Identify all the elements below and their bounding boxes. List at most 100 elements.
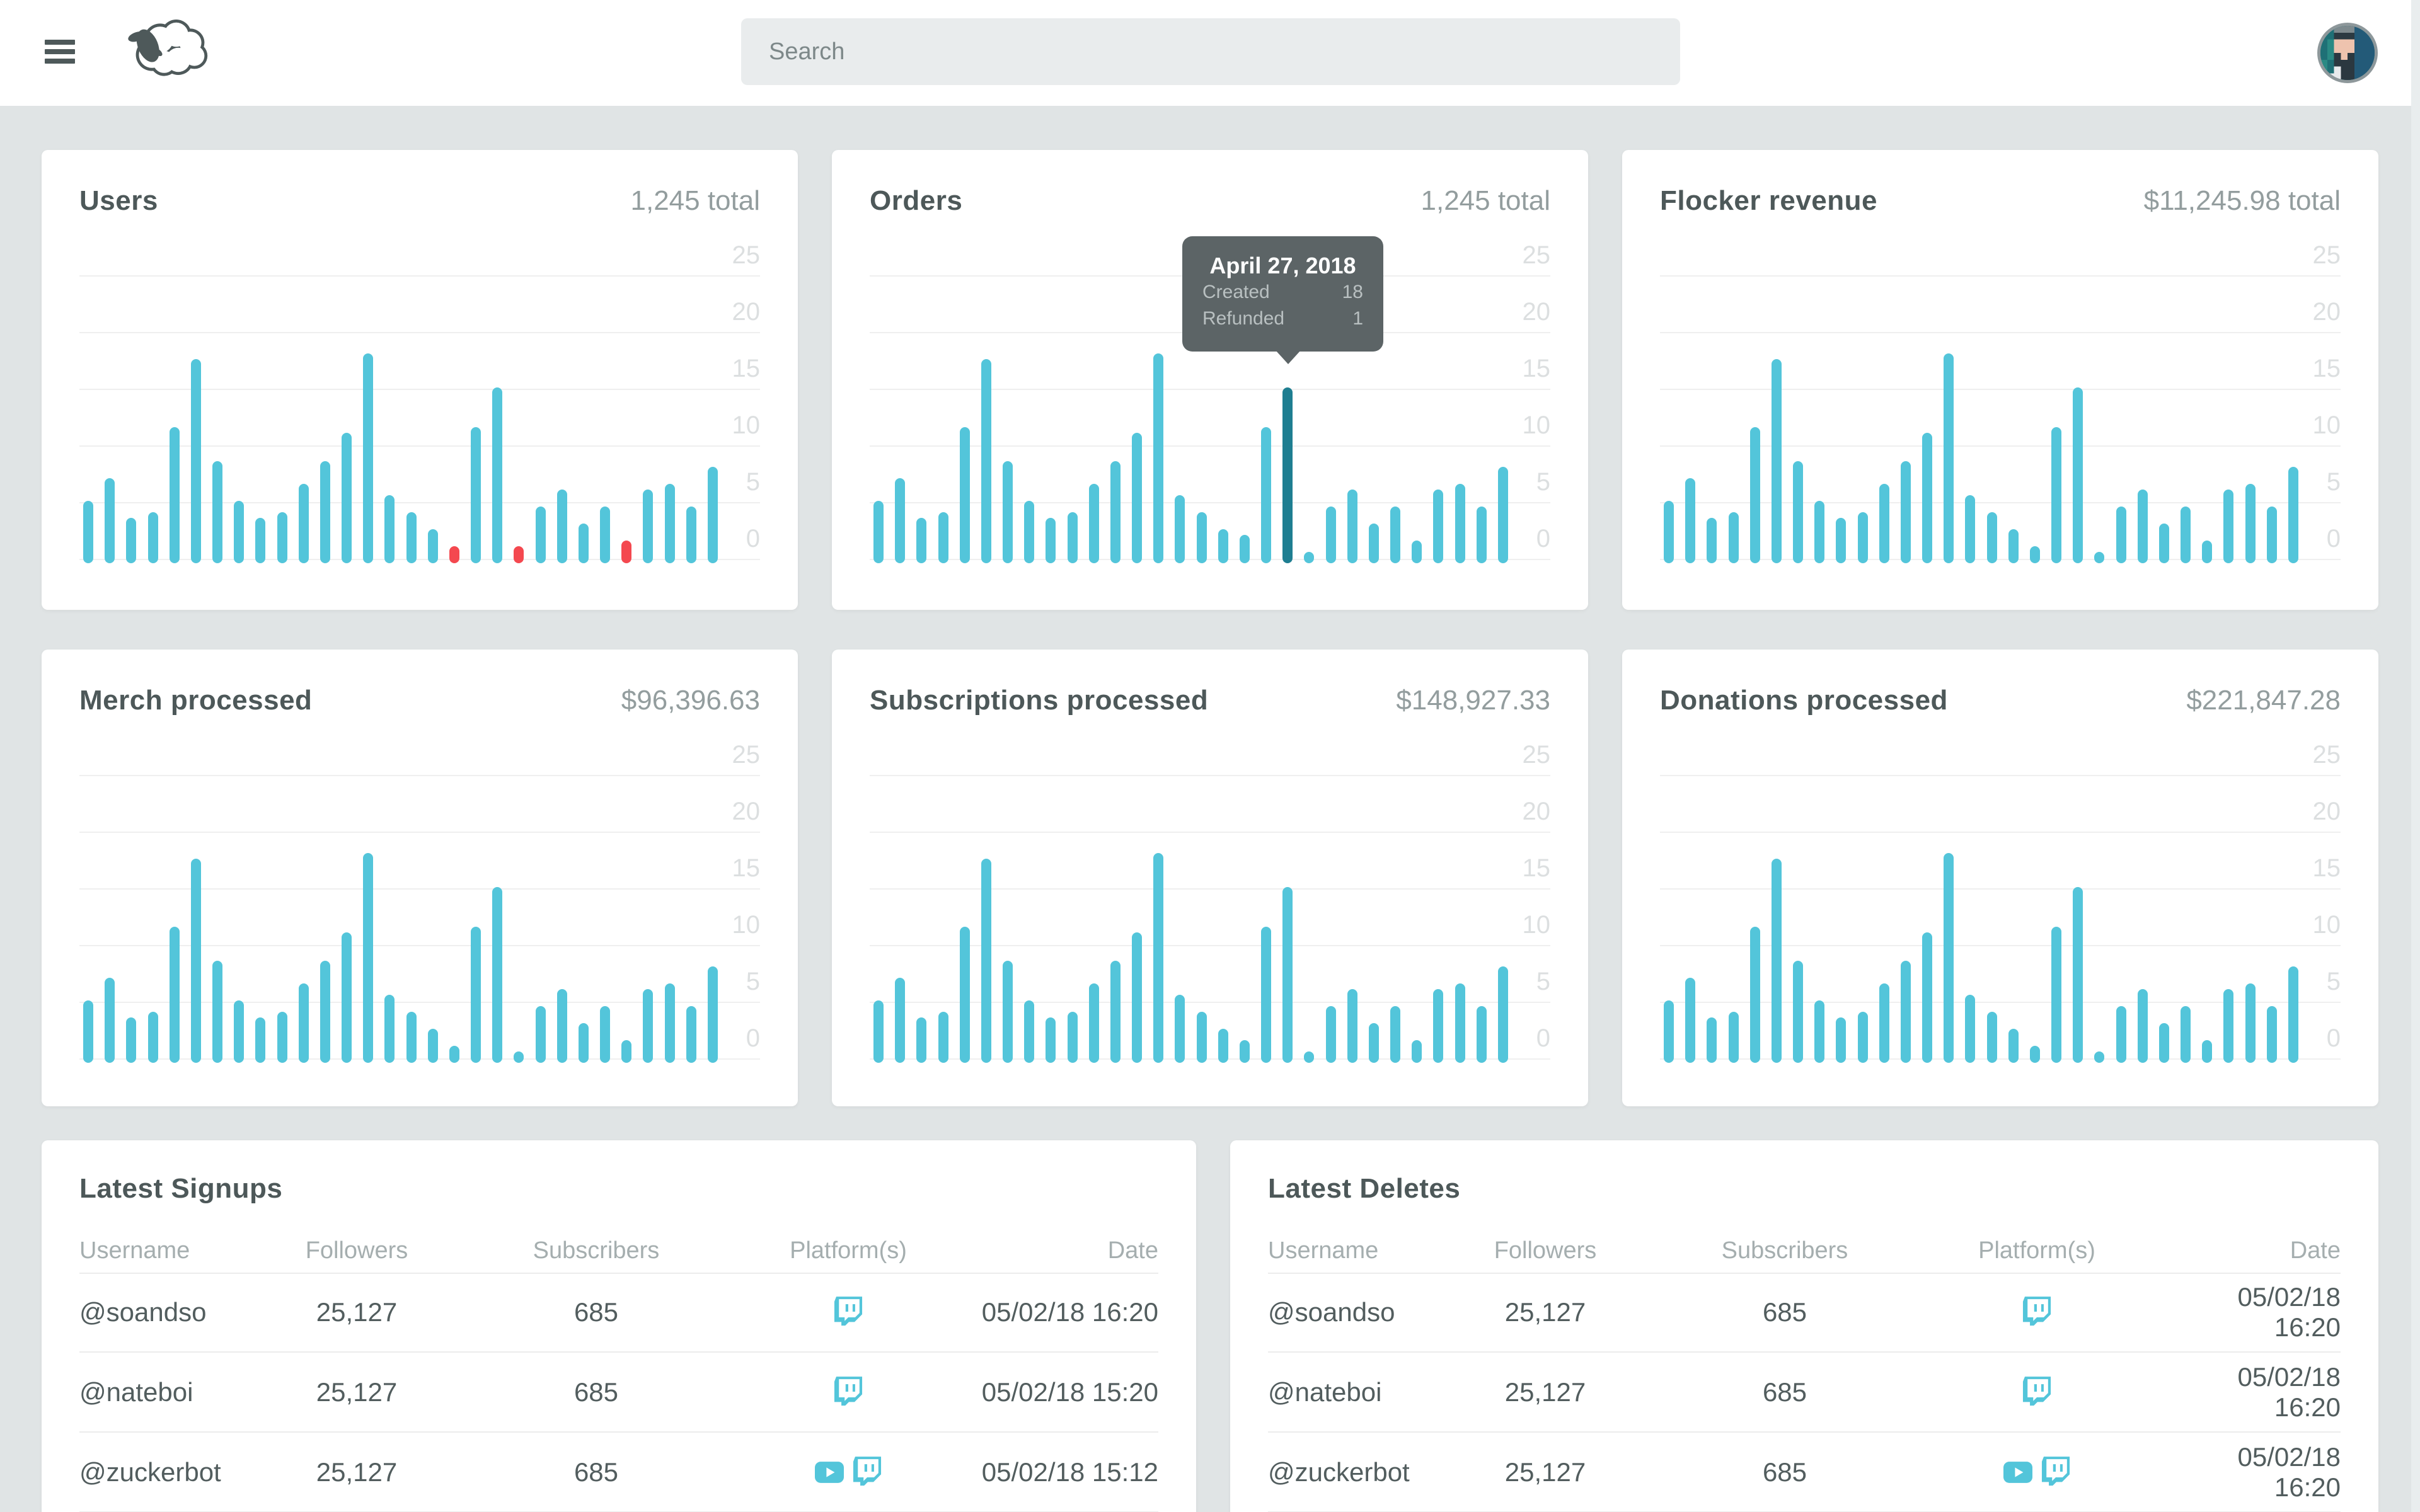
bar[interactable]: [1922, 433, 1933, 563]
bar[interactable]: [2223, 490, 2234, 563]
bar[interactable]: [427, 529, 438, 563]
bar[interactable]: [1261, 427, 1272, 563]
bar[interactable]: [1836, 1017, 1847, 1063]
bar[interactable]: [320, 961, 330, 1063]
bar[interactable]: [1749, 927, 1760, 1063]
bar[interactable]: [1455, 484, 1465, 563]
bar[interactable]: [342, 433, 352, 563]
bar[interactable]: [1067, 1012, 1078, 1063]
bar[interactable]: [873, 1000, 884, 1063]
bar[interactable]: [147, 512, 158, 563]
bar[interactable]: [2181, 507, 2191, 563]
bar[interactable]: [578, 524, 589, 563]
bar[interactable]: [255, 518, 266, 563]
bar[interactable]: [873, 501, 884, 563]
bar[interactable]: [1196, 1012, 1207, 1063]
bar[interactable]: [471, 927, 481, 1063]
bar[interactable]: [298, 983, 309, 1063]
bar[interactable]: [2202, 1040, 2213, 1063]
bar[interactable]: [1239, 535, 1250, 563]
bar[interactable]: [277, 512, 287, 563]
bar[interactable]: [2266, 507, 2277, 563]
bar[interactable]: [621, 541, 632, 563]
bar[interactable]: [514, 546, 524, 563]
bar[interactable]: [1368, 524, 1379, 563]
bar[interactable]: [1728, 512, 1739, 563]
bar[interactable]: [1793, 961, 1804, 1063]
bar[interactable]: [1347, 490, 1357, 563]
bar[interactable]: [1175, 995, 1185, 1063]
search-input[interactable]: [741, 18, 1680, 85]
bar[interactable]: [1771, 859, 1782, 1063]
bar[interactable]: [234, 501, 245, 563]
bar[interactable]: [2181, 1006, 2191, 1063]
bar[interactable]: [895, 478, 906, 563]
bar[interactable]: [169, 427, 180, 563]
bar[interactable]: [1368, 1023, 1379, 1063]
bar[interactable]: [1707, 1017, 1717, 1063]
bar[interactable]: [2116, 507, 2126, 563]
bar[interactable]: [1110, 461, 1121, 563]
bar[interactable]: [1282, 887, 1293, 1063]
bar[interactable]: [556, 490, 567, 563]
bar[interactable]: [105, 978, 115, 1063]
bar[interactable]: [1153, 353, 1164, 563]
menu-icon[interactable]: [45, 40, 75, 65]
bar[interactable]: [471, 427, 481, 563]
bar[interactable]: [1132, 932, 1143, 1063]
bar[interactable]: [1325, 1006, 1336, 1063]
bar[interactable]: [916, 1017, 927, 1063]
bar[interactable]: [535, 1006, 546, 1063]
bar[interactable]: [1857, 512, 1868, 563]
bar[interactable]: [1390, 1006, 1401, 1063]
bar[interactable]: [1003, 961, 1013, 1063]
bar[interactable]: [2288, 966, 2298, 1063]
bar-highlighted[interactable]: [1282, 387, 1293, 563]
bar[interactable]: [664, 484, 675, 563]
bar[interactable]: [126, 518, 137, 563]
bar[interactable]: [1664, 501, 1674, 563]
bar[interactable]: [1707, 518, 1717, 563]
bar[interactable]: [406, 512, 417, 563]
bar[interactable]: [1900, 461, 1911, 563]
bar[interactable]: [2008, 529, 2019, 563]
sheep-logo-icon[interactable]: [120, 8, 221, 82]
bar[interactable]: [1088, 484, 1099, 563]
bar[interactable]: [1003, 461, 1013, 563]
bar[interactable]: [1814, 501, 1825, 563]
bar[interactable]: [406, 1012, 417, 1063]
bar[interactable]: [1046, 1017, 1056, 1063]
bar[interactable]: [1412, 1040, 1422, 1063]
bar[interactable]: [1046, 518, 1056, 563]
bar[interactable]: [169, 927, 180, 1063]
bar[interactable]: [1922, 932, 1933, 1063]
bar[interactable]: [1304, 552, 1315, 563]
bar[interactable]: [514, 1051, 524, 1063]
bar[interactable]: [320, 461, 330, 563]
bar[interactable]: [959, 927, 970, 1063]
bar[interactable]: [686, 1006, 696, 1063]
bar[interactable]: [126, 1017, 137, 1063]
bar[interactable]: [2116, 1006, 2126, 1063]
bar[interactable]: [1793, 461, 1804, 563]
bar[interactable]: [600, 1006, 611, 1063]
bar[interactable]: [1304, 1051, 1315, 1063]
bar[interactable]: [1944, 853, 1954, 1063]
bar[interactable]: [2029, 1046, 2040, 1063]
bar[interactable]: [1944, 353, 1954, 563]
bar[interactable]: [384, 995, 395, 1063]
bar[interactable]: [83, 501, 93, 563]
bar[interactable]: [105, 478, 115, 563]
bar[interactable]: [2094, 552, 2105, 563]
bar[interactable]: [1433, 989, 1444, 1063]
bar[interactable]: [1196, 512, 1207, 563]
bar[interactable]: [1664, 1000, 1674, 1063]
bar[interactable]: [1965, 495, 1976, 563]
bar[interactable]: [895, 978, 906, 1063]
bar[interactable]: [981, 859, 991, 1063]
bar[interactable]: [1879, 983, 1889, 1063]
bar[interactable]: [1497, 467, 1508, 563]
bar[interactable]: [1390, 507, 1401, 563]
bar[interactable]: [492, 887, 503, 1063]
bar[interactable]: [427, 1029, 438, 1063]
